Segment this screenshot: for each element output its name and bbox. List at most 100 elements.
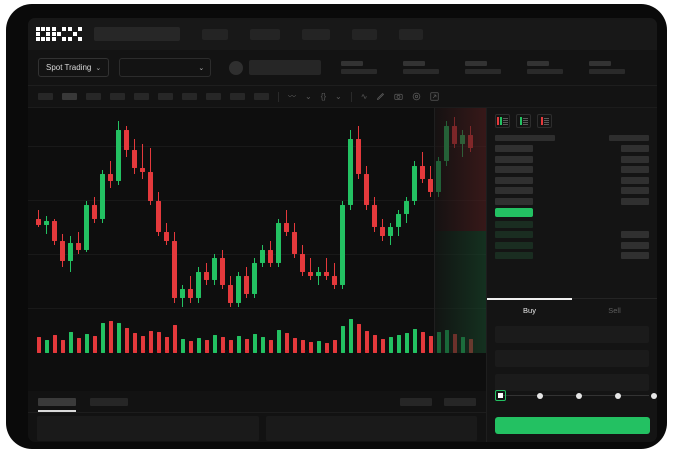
timeframe-1d[interactable] (182, 93, 197, 100)
volume-bar (428, 336, 433, 353)
volume-bar (380, 338, 385, 353)
orderbook-bid-row[interactable] (495, 231, 649, 238)
order-price-input[interactable] (495, 326, 649, 343)
slider-step-100[interactable] (651, 392, 657, 399)
candlestick-series (36, 112, 476, 312)
volume-bar (388, 336, 393, 353)
volume-bar (132, 333, 137, 353)
submit-order-button[interactable] (495, 417, 650, 434)
volume-bar (140, 336, 145, 353)
pair-coin-avatar (229, 60, 244, 75)
volume-bar (100, 323, 105, 353)
order-form-fields (487, 326, 657, 398)
tab-open-orders[interactable] (38, 397, 76, 412)
template-bracket-icon[interactable]: {} (320, 91, 327, 101)
nav-item-earn[interactable] (302, 28, 330, 40)
tab-buy[interactable]: Buy (487, 298, 572, 321)
volume-bar (268, 339, 273, 353)
volume-bar (252, 334, 257, 353)
pencil-draw-icon[interactable] (376, 92, 385, 101)
line-chart-icon[interactable]: ∿ (360, 91, 368, 101)
top-nav-items (202, 28, 423, 40)
timeframe-1mo[interactable] (230, 93, 245, 100)
nav-item-more[interactable] (399, 28, 423, 40)
volume-bar (412, 328, 417, 353)
stat-high (403, 61, 440, 74)
volume-bar (108, 320, 113, 353)
fullscreen-icon[interactable] (430, 92, 440, 101)
slider-step-50[interactable] (576, 392, 582, 399)
price-chart[interactable] (28, 108, 486, 391)
volume-bar (36, 336, 41, 353)
volume-bar (196, 337, 201, 353)
settings-target-icon[interactable] (412, 92, 421, 101)
orderbook-mode-both-icon[interactable] (495, 114, 510, 128)
orders-action-hide-other-pairs[interactable] (400, 397, 432, 406)
orderbook-col-price (495, 135, 555, 141)
orderbook-ask-row[interactable] (495, 176, 649, 184)
timeframe-5m[interactable] (62, 93, 77, 100)
camera-snapshot-icon[interactable] (394, 92, 404, 101)
orderbook-ask-row[interactable] (495, 145, 649, 152)
slider-handle[interactable] (495, 390, 506, 401)
timeframe-30m[interactable] (110, 93, 125, 100)
volume-bar (260, 336, 265, 353)
orderbook-bid-row[interactable] (495, 241, 649, 249)
layout-chevron-icon[interactable]: ⌄ (335, 91, 342, 101)
nav-item-trade[interactable] (250, 28, 280, 40)
compare-chevron-icon[interactable]: ⌄ (305, 91, 312, 101)
timeframe-1w[interactable] (206, 93, 221, 100)
global-search-input[interactable] (94, 27, 180, 41)
volume-bar (92, 336, 97, 353)
trading-pair-select[interactable]: ⌄ (119, 58, 212, 77)
volume-bar (172, 325, 177, 353)
orders-action-cancel-all[interactable] (444, 397, 476, 406)
order-percent-slider[interactable] (495, 390, 657, 402)
app-screen: Spot Trading ⌄ ⌄ (28, 18, 657, 442)
volume-bar (228, 339, 233, 353)
slider-step-25[interactable] (537, 392, 543, 399)
volume-bar (372, 335, 377, 353)
volume-bar (60, 339, 65, 353)
orders-tab-bar (28, 391, 486, 413)
stat-low (465, 61, 502, 74)
orderbook-mode-asks-icon[interactable] (537, 114, 552, 128)
orderbook-ask-row[interactable] (495, 187, 649, 194)
nav-item-markets[interactable] (202, 28, 228, 40)
order-amount-input[interactable] (495, 350, 649, 367)
volume-bar (364, 330, 369, 353)
timeframe-4h[interactable] (158, 93, 173, 100)
orderbook-ask-row[interactable] (495, 155, 649, 163)
chevron-down-icon: ⌄ (95, 64, 102, 72)
timeframe-1h[interactable] (134, 93, 149, 100)
toolbar-divider (278, 91, 279, 102)
timeframe-1m[interactable] (38, 93, 53, 100)
tab-order-history[interactable] (90, 397, 128, 406)
slider-track (499, 395, 649, 396)
orderbook-ask-row[interactable] (495, 166, 649, 173)
volume-bar (44, 340, 49, 353)
slider-step-75[interactable] (615, 392, 621, 399)
orders-panels (28, 416, 486, 442)
order-total-input[interactable] (495, 374, 649, 391)
okx-logo-icon[interactable] (36, 27, 82, 41)
timeframe-more[interactable] (254, 93, 269, 100)
orderbook-ask-row[interactable] (495, 197, 649, 205)
spot-trading-dropdown[interactable]: Spot Trading ⌄ (38, 58, 110, 77)
volume-histogram (36, 319, 476, 353)
orderbook-bid-row[interactable] (495, 220, 649, 228)
volume-bar (52, 335, 57, 353)
orderbook-bid-row[interactable] (495, 252, 649, 259)
orders-panel-right[interactable] (266, 416, 477, 441)
timeframe-15m[interactable] (86, 93, 101, 100)
stat-volume-quote (589, 61, 626, 74)
orders-panel-left[interactable] (37, 416, 259, 441)
volume-bar (348, 319, 353, 353)
indicator-wave-icon[interactable]: 〰 (288, 91, 296, 101)
toolbar-divider (350, 91, 352, 102)
spot-trading-label: Spot Trading (46, 63, 92, 72)
volume-bar (244, 338, 249, 353)
nav-item-assets[interactable] (352, 28, 377, 40)
tab-sell[interactable]: Sell (608, 306, 621, 315)
orderbook-mode-bids-icon[interactable] (516, 114, 531, 128)
